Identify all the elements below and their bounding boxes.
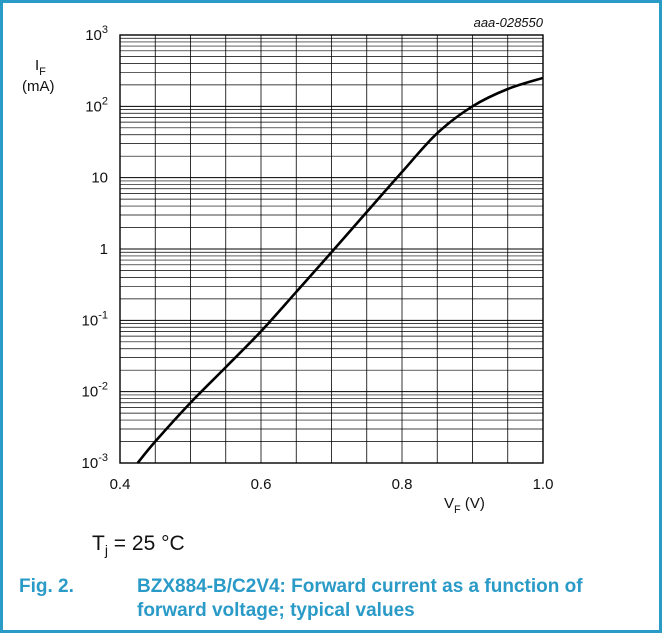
axes: [119, 34, 544, 464]
y-tick-label: 10-1: [82, 309, 108, 329]
y-tick-label: 103: [85, 24, 108, 44]
y-tick-label: 102: [85, 95, 108, 115]
note-sub: j: [104, 542, 108, 559]
figure-caption-text: BZX884-B/C2V4: Forward current as a func…: [137, 576, 583, 621]
y-axis-label: IF: [35, 57, 46, 78]
chart-id: aaa-028550: [474, 15, 544, 30]
x-tick-label: 0.8: [392, 476, 413, 493]
note-prefix: T: [92, 532, 105, 555]
grid: [119, 34, 544, 464]
y-tick-label: 10-3: [82, 452, 108, 472]
forward-current-chart: 0.4 0.6 0.8 1.0 10-3 10-2 10-1 1 10 102 103 aaa-028…: [22, 15, 553, 516]
y-tick-label: 10: [91, 170, 108, 187]
figure-number: Fig. 2.: [19, 576, 74, 597]
x-tick-label: 0.4: [110, 476, 131, 493]
note-suffix: = 25 °C: [107, 532, 185, 555]
plot-border: [119, 34, 544, 464]
y-axis-unit: (mA): [22, 78, 55, 95]
curve: [136, 76, 544, 464]
x-tick-label: 1.0: [533, 476, 554, 493]
y-tick-label: 1: [100, 241, 108, 258]
forward-current-curve: [136, 76, 544, 464]
y-tick-label: 10-2: [82, 381, 108, 401]
x-axis-label: VF (V): [444, 495, 485, 516]
labels: 0.4 0.6 0.8 1.0 10-3 10-2 10-1 1 10 102 103 aaa-028…: [22, 15, 553, 516]
junction-temperature-note: Tj = 25 °C: [92, 532, 185, 558]
x-tick-label: 0.6: [251, 476, 272, 493]
